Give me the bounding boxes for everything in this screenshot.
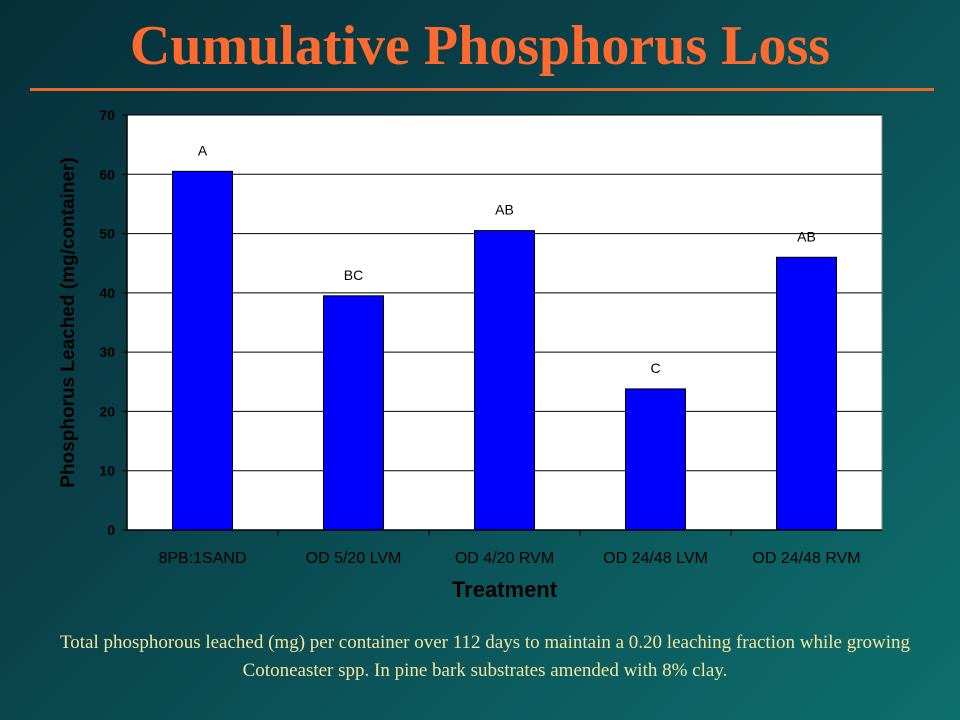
y-tick-label: 60 [99,166,115,182]
x-tick-label: OD 24/48 LVM [603,550,708,567]
y-tick-label: 50 [99,226,115,242]
data-label: A [198,142,208,158]
data-label: BC [344,267,363,283]
data-label: AB [495,202,514,218]
y-tick-label: 30 [99,344,115,360]
y-tick-label: 20 [99,403,115,419]
data-label: C [650,360,660,376]
bar [172,170,233,531]
y-axis-label: Phosphorus Leached (mg/container) [58,157,79,487]
figure-caption: Total phosphorous leached (mg) per conta… [59,632,911,681]
x-axis-ticks: 8PB:1SAND OD 5/20 LVM OD 4/20 RVM OD 24/48 … [127,529,882,567]
bar [625,388,686,531]
bar [776,256,837,531]
bars [172,170,837,531]
x-tick-label: OD 24/48 RVM [752,550,860,567]
x-tick-label: OD 5/20 LVM [306,550,402,567]
slide-title: Cumulative Phosphorus Loss [129,15,831,77]
y-tick-label: 10 [99,463,115,479]
y-axis-ticks: 0 10 20 30 40 50 60 70 [99,107,128,538]
y-tick-label: 70 [99,107,115,123]
x-tick-label: OD 4/20 RVM [455,550,554,567]
title-divider [30,88,934,91]
data-label: AB [797,228,816,244]
bar [323,295,384,531]
y-tick-label: 40 [99,285,115,301]
y-tick-label: 0 [107,522,115,538]
x-axis-label: Treatment [452,577,558,602]
x-tick-label: 8PB:1SAND [158,550,246,567]
bar [474,230,535,531]
